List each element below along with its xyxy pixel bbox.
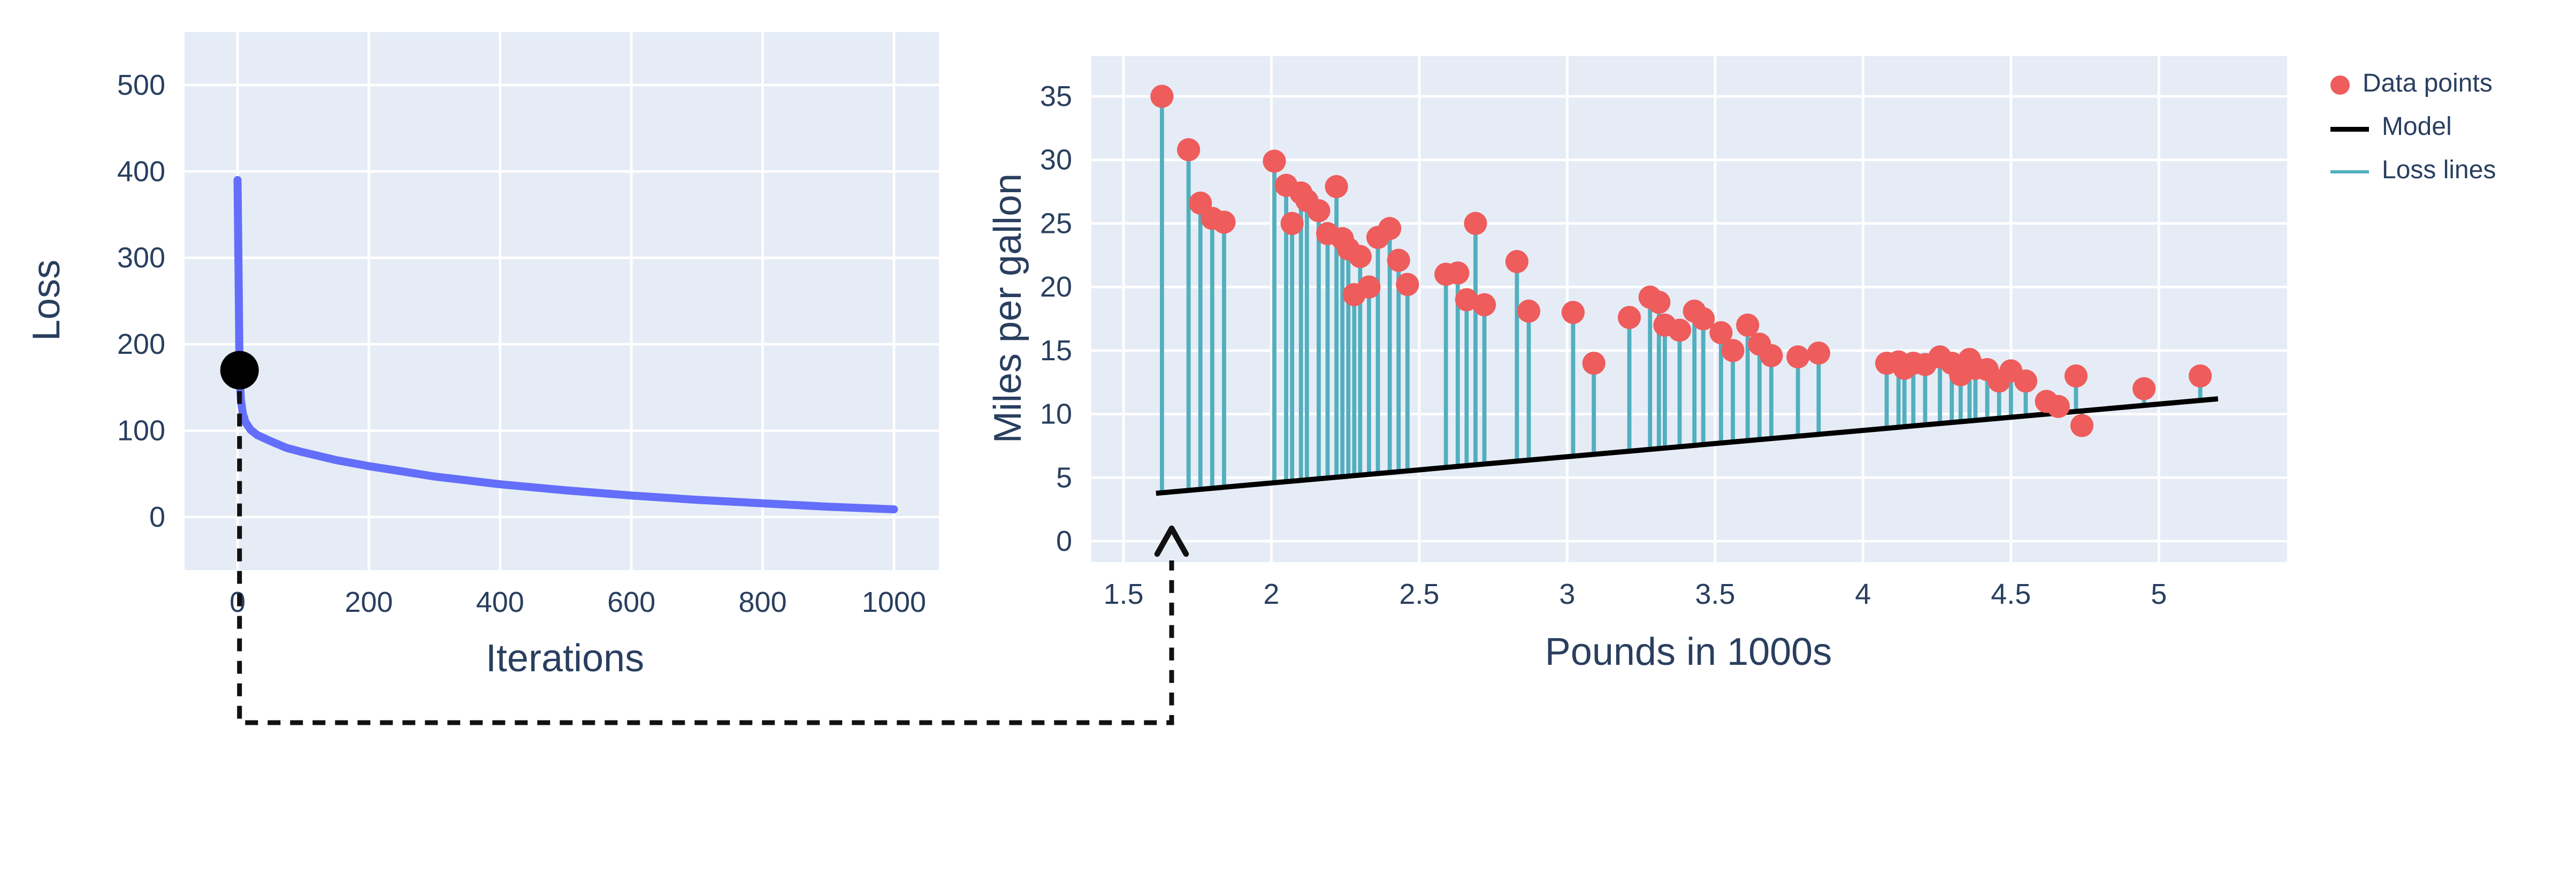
model-line-icon	[2330, 126, 2369, 131]
data-point	[1387, 248, 1410, 272]
x-tick-label: 4	[1855, 578, 1871, 610]
y-tick-label: 5	[1056, 461, 1072, 494]
data-point	[1517, 299, 1541, 323]
legend-item-data-points: Data points	[2330, 71, 2496, 100]
data-point	[1760, 344, 1783, 367]
y-tick-label: 200	[117, 328, 165, 360]
legend: Data points Model Loss lines	[2330, 71, 2496, 186]
y-tick-label: 500	[117, 69, 165, 101]
data-point	[1150, 85, 1174, 108]
connector-dashed-line	[237, 391, 1174, 725]
data-point	[2064, 364, 2088, 388]
x-tick-label: 600	[607, 586, 655, 618]
data-point	[1357, 275, 1381, 299]
data-point	[1561, 301, 1585, 324]
y-tick-label: 35	[1040, 80, 1072, 112]
y-tick-label: 0	[149, 501, 165, 533]
loss-curve-plot-area	[185, 32, 939, 570]
connector-annotation	[237, 391, 1189, 725]
loss-axis-title: Loss	[26, 259, 69, 342]
x-tick-label: 1000	[862, 586, 926, 618]
data-point	[1325, 175, 1348, 199]
data-point	[1212, 210, 1236, 234]
iterations-axis-title: Iterations	[485, 638, 645, 681]
y-tick-label: 15	[1040, 335, 1072, 367]
x-tick-label: 2.5	[1399, 578, 1439, 610]
data-point	[2132, 377, 2156, 400]
data-point	[2070, 414, 2094, 437]
y-tick-label: 25	[1040, 207, 1072, 239]
x-tick-label: 5	[2151, 578, 2167, 610]
data-point	[1446, 261, 1470, 285]
y-tick-label: 400	[117, 155, 165, 187]
data-point	[1807, 341, 1830, 365]
loss-curve-line	[233, 176, 898, 514]
data-point	[1455, 288, 1478, 312]
data-points-marker-icon	[2330, 75, 2350, 95]
model-line	[1156, 396, 2219, 496]
data-point	[1709, 321, 1733, 345]
x-tick-label: 4.5	[1991, 578, 2031, 610]
x-tick-label: 400	[476, 586, 524, 618]
x-tick-label: 3.5	[1695, 578, 1735, 610]
legend-label-model: Model	[2382, 114, 2452, 141]
legend-label-data-points: Data points	[2363, 71, 2493, 98]
y-tick-label: 30	[1040, 144, 1072, 176]
legend-item-model: Model	[2330, 114, 2496, 143]
data-point	[1736, 313, 1760, 337]
data-point	[2189, 364, 2212, 388]
data-point	[2046, 395, 2070, 418]
data-point	[1378, 217, 1402, 240]
y-tick-label: 100	[117, 415, 165, 447]
data-point	[1348, 245, 1372, 268]
legend-label-loss-lines: Loss lines	[2382, 157, 2496, 185]
x-tick-label: 800	[739, 586, 787, 618]
data-point	[1617, 306, 1641, 329]
data-point	[1505, 250, 1528, 274]
data-point	[1721, 339, 1745, 362]
y-tick-label: 20	[1040, 271, 1072, 303]
x-tick-label: 1.5	[1103, 578, 1143, 610]
data-point	[2014, 369, 2038, 393]
loss-line-icon	[2330, 170, 2369, 173]
data-point	[1307, 199, 1331, 223]
data-point	[1692, 307, 1715, 331]
data-point	[1647, 291, 1671, 314]
data-point	[1464, 211, 1487, 236]
data-point	[1582, 351, 1606, 375]
x-tick-label: 3	[1559, 578, 1575, 610]
data-point	[1280, 211, 1304, 236]
data-point	[1396, 272, 1419, 296]
y-tick-label: 10	[1040, 398, 1072, 430]
data-point	[1263, 149, 1286, 173]
loss-marker-point	[220, 351, 259, 390]
mpg-axis-title: Miles per gallon	[987, 173, 1030, 444]
y-tick-label: 300	[117, 242, 165, 274]
y-tick-label: 0	[1056, 525, 1072, 557]
x-tick-label: 2	[1263, 578, 1279, 610]
pounds-axis-title: Pounds in 1000s	[1545, 631, 1832, 674]
legend-item-loss-lines: Loss lines	[2330, 157, 2496, 186]
model-chart: 1.5 2 2.5 3 3.5 4 4.5 5 0 5 10 15 20 25 30 35	[1040, 56, 2287, 610]
x-tick-label: 200	[345, 586, 393, 618]
data-point	[1177, 138, 1201, 162]
data-point	[1786, 345, 1810, 369]
data-point	[1668, 319, 1692, 342]
data-point	[1472, 293, 1496, 316]
arrowhead-icon	[1154, 525, 1189, 557]
